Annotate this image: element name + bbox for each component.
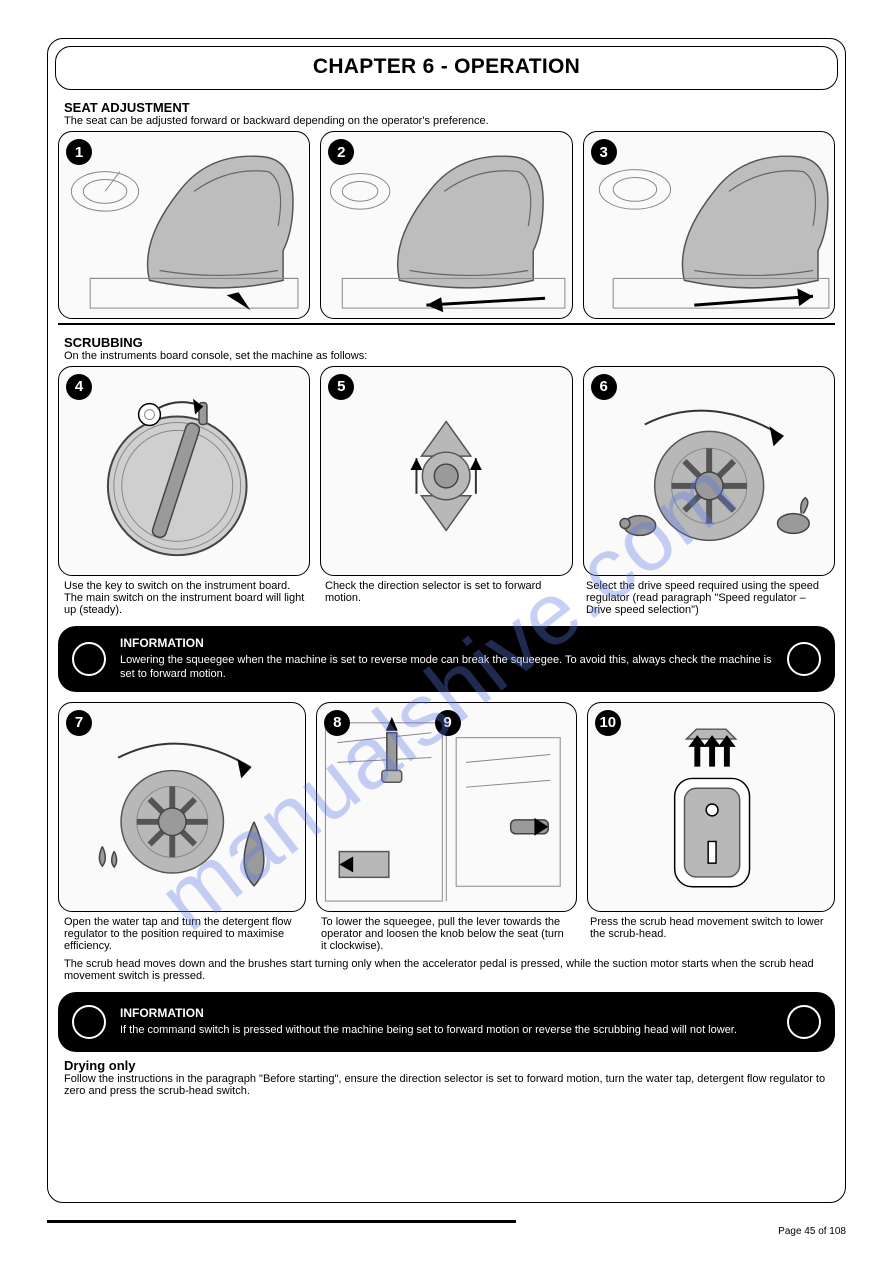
scrub-label: SCRUBBING (64, 335, 829, 350)
panel-step-4: 4 (58, 366, 310, 576)
caption-4: Use the key to switch on the instrument … (64, 580, 307, 616)
seat-desc: The seat can be adjusted forward or back… (64, 115, 829, 127)
page-frame: CHAPTER 6 - OPERATION SEAT ADJUSTMENT Th… (47, 38, 846, 1203)
step-badge-9: 9 (435, 710, 461, 736)
banner2-text: If the command switch is pressed without… (120, 1023, 773, 1037)
direction-selector-diagram (321, 367, 571, 575)
seat-diagram-1 (59, 132, 309, 318)
banner1-text: Lowering the squeegee when the machine i… (120, 653, 773, 682)
panel-steps-8-9: 8 9 (316, 702, 577, 912)
page-number: Page 45 of 108 (778, 1226, 846, 1237)
step-badge-3: 3 (591, 139, 617, 165)
panel-step-1: 1 (58, 131, 310, 319)
caption-8-9: To lower the squeegee, pull the lever to… (321, 916, 572, 952)
info-icon (787, 1005, 821, 1039)
key-switch-diagram (59, 367, 309, 575)
caption-7: Open the water tap and turn the detergen… (64, 916, 303, 952)
chapter-prefix: CHAPTER 6 - (313, 55, 448, 78)
step-badge-7: 7 (66, 710, 92, 736)
seat-label: SEAT ADJUSTMENT (64, 100, 829, 115)
panel-step-3: 3 (583, 131, 835, 319)
captions-row-1: Use the key to switch on the instrument … (48, 576, 845, 616)
speed-regulator-diagram (584, 367, 834, 575)
step-badge-10: 10 (595, 710, 621, 736)
panel-step-2: 2 (320, 131, 572, 319)
caption-10b: The scrub head moves down and the brushe… (48, 952, 845, 982)
section-seat-heading: SEAT ADJUSTMENT The seat can be adjusted… (48, 90, 845, 131)
info-banner-2: INFORMATION If the command switch is pre… (58, 992, 835, 1052)
seat-diagram-3 (584, 132, 834, 318)
panel-step-5: 5 (320, 366, 572, 576)
scrub-row-2: 7 8 9 (48, 702, 845, 912)
step-badge-6: 6 (591, 374, 617, 400)
dry-label: Drying only (64, 1058, 829, 1073)
scrub-desc: On the instruments board console, set th… (64, 350, 829, 362)
caption-6: Select the drive speed required using th… (586, 580, 829, 616)
panel-step-10: 10 (587, 702, 835, 912)
step-badge-4: 4 (66, 374, 92, 400)
scrub-row-1: 4 5 (48, 366, 845, 576)
scrubhead-switch-diagram (588, 703, 834, 911)
info-icon (72, 1005, 106, 1039)
captions-row-2: Open the water tap and turn the detergen… (48, 912, 845, 952)
caption-5: Check the direction selector is set to f… (325, 580, 568, 616)
banner2-head: INFORMATION (120, 1006, 773, 1022)
step-badge-1: 1 (66, 139, 92, 165)
seat-diagram-2 (321, 132, 571, 318)
banner1-head: INFORMATION (120, 636, 773, 652)
water-tap-diagram (59, 703, 305, 911)
info-banner-1: INFORMATION Lowering the squeegee when t… (58, 626, 835, 692)
chapter-name: OPERATION (454, 55, 580, 78)
section-scrub-heading: SCRUBBING On the instruments board conso… (48, 325, 845, 366)
panel-step-7: 7 (58, 702, 306, 912)
info-icon (787, 642, 821, 676)
footer-rule (47, 1220, 516, 1223)
page-footer: Page 45 of 108 (47, 1226, 846, 1237)
chapter-title-box: CHAPTER 6 - OPERATION (55, 46, 838, 90)
dry-desc: Follow the instructions in the paragraph… (64, 1073, 829, 1097)
info-icon (72, 642, 106, 676)
caption-10a: Press the scrub head movement switch to … (590, 916, 829, 940)
step-badge-5: 5 (328, 374, 354, 400)
panel-step-6: 6 (583, 366, 835, 576)
step-badge-8: 8 (324, 710, 350, 736)
seat-row: 1 2 (48, 131, 845, 319)
section-dry-heading: Drying only Follow the instructions in t… (48, 1052, 845, 1101)
